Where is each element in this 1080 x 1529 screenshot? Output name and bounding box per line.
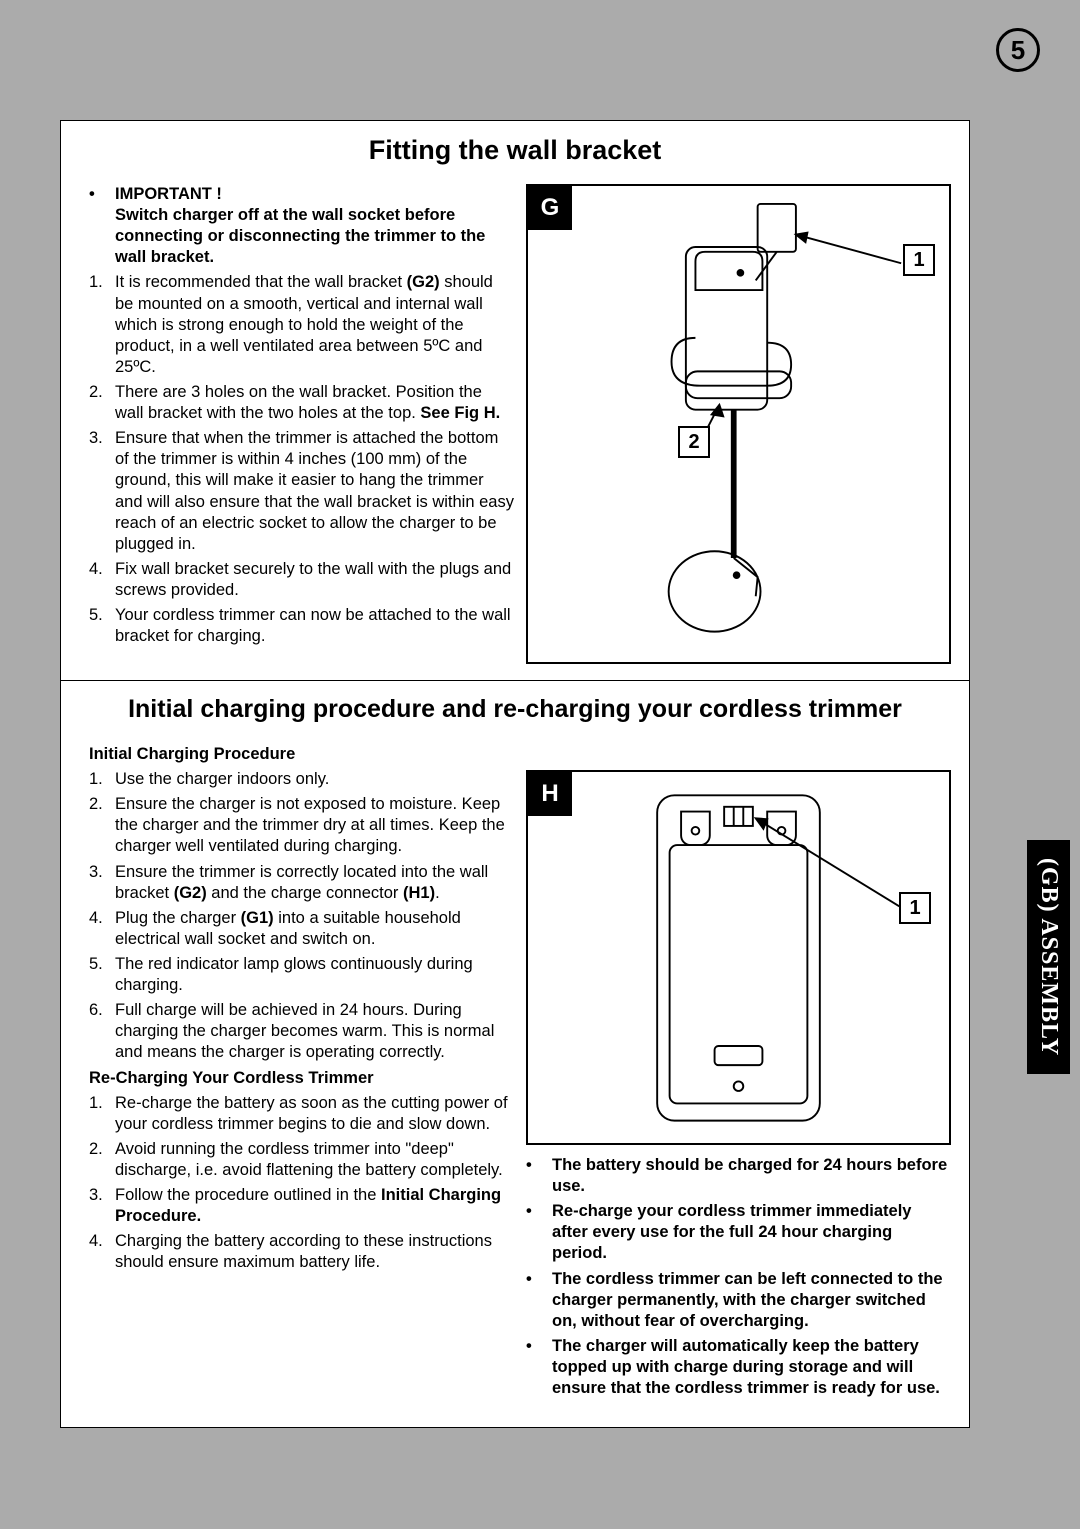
charging-notes: The battery should be charged for 24 hou… (526, 1155, 951, 1399)
s2a-item-4: 4.Plug the charger (G1) into a suitable … (89, 908, 514, 950)
note-d: The charger will automatically keep the … (526, 1336, 951, 1399)
s2b-item-4: 4.Charging the battery according to thes… (89, 1231, 514, 1273)
s1-item-2: 2.There are 3 holes on the wall bracket.… (89, 382, 514, 424)
note-b: Re-charge your cordless trimmer immediat… (526, 1201, 951, 1264)
section1-text: IMPORTANT ! Switch charger off at the wa… (89, 184, 514, 664)
section2-text: Initial Charging Procedure 1.Use the cha… (89, 742, 514, 1403)
page-number-badge: 5 (996, 28, 1040, 72)
figure-g-callout-1: 1 (903, 244, 935, 276)
figure-h: H 1 (526, 770, 951, 1145)
important-text: Switch charger off at the wall socket be… (115, 206, 485, 266)
s2a-item-2: 2.Ensure the charger is not exposed to m… (89, 794, 514, 857)
panel-charging-procedure: Initial charging procedure and re-chargi… (60, 681, 970, 1428)
important-label: IMPORTANT ! (115, 185, 222, 203)
figure-g-svg (528, 186, 949, 662)
s1-item-5: 5.Your cordless trimmer can now be attac… (89, 605, 514, 647)
subhead-initial: Initial Charging Procedure (89, 744, 514, 765)
note-c: The cordless trimmer can be left connect… (526, 1269, 951, 1332)
important-note: IMPORTANT ! Switch charger off at the wa… (89, 184, 514, 268)
figure-h-callout-1: 1 (899, 892, 931, 924)
figure-h-svg (528, 772, 949, 1143)
s2b-item-3: 3.Follow the procedure outlined in the I… (89, 1185, 514, 1227)
content-column: Fitting the wall bracket IMPORTANT ! Swi… (60, 120, 970, 1428)
figure-g-callout-2: 2 (678, 426, 710, 458)
s2a-item-1: 1.Use the charger indoors only. (89, 769, 514, 790)
s2a-item-3: 3.Ensure the trimmer is correctly locate… (89, 862, 514, 904)
s1-item-3: 3.Ensure that when the trimmer is attach… (89, 428, 514, 555)
subhead-recharge: Re-Charging Your Cordless Trimmer (89, 1068, 514, 1089)
s1-item-4: 4.Fix wall bracket securely to the wall … (89, 559, 514, 601)
figure-g: G 1 2 (526, 184, 951, 664)
s2b-item-2: 2.Avoid running the cordless trimmer int… (89, 1139, 514, 1181)
figure-h-label: H (528, 772, 572, 816)
s2a-item-6: 6.Full charge will be achieved in 24 hou… (89, 1000, 514, 1063)
panel-fitting-wall-bracket: Fitting the wall bracket IMPORTANT ! Swi… (60, 120, 970, 681)
s2b-item-1: 1.Re-charge the battery as soon as the c… (89, 1093, 514, 1135)
section-title-1: Fitting the wall bracket (61, 121, 969, 184)
section-title-2: Initial charging procedure and re-chargi… (61, 681, 969, 742)
s1-item-1: 1.It is recommended that the wall bracke… (89, 272, 514, 378)
s2a-item-5: 5.The red indicator lamp glows continuou… (89, 954, 514, 996)
figure-g-label: G (528, 186, 572, 230)
side-tab: (GB) ASSEMBLY (1027, 840, 1070, 1074)
note-a: The battery should be charged for 24 hou… (526, 1155, 951, 1197)
